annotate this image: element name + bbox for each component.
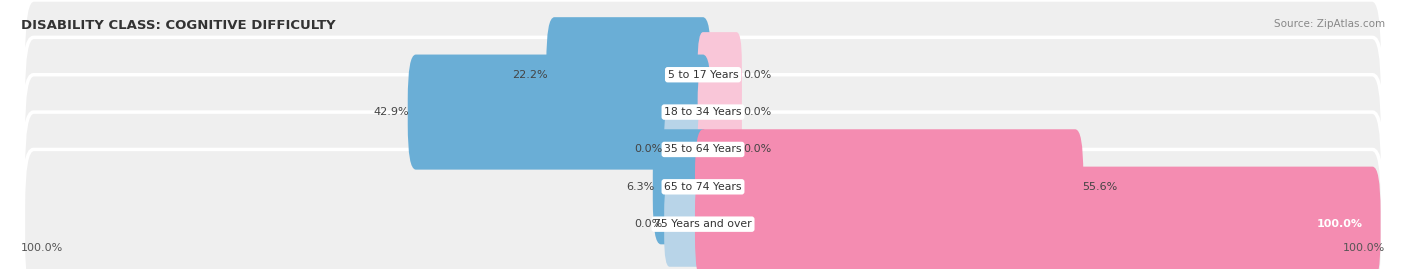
FancyBboxPatch shape [664,107,709,192]
Text: 5 to 17 Years: 5 to 17 Years [668,70,738,80]
Text: 0.0%: 0.0% [634,219,662,229]
Text: 55.6%: 55.6% [1083,182,1118,192]
FancyBboxPatch shape [547,17,711,132]
Text: 6.3%: 6.3% [626,182,654,192]
FancyBboxPatch shape [695,129,1083,244]
FancyBboxPatch shape [24,0,1382,150]
FancyBboxPatch shape [697,69,742,155]
Text: 0.0%: 0.0% [744,107,772,117]
FancyBboxPatch shape [652,129,711,244]
Text: 22.2%: 22.2% [512,70,548,80]
Text: 75 Years and over: 75 Years and over [654,219,752,229]
Text: 65 to 74 Years: 65 to 74 Years [664,182,742,192]
Text: 100.0%: 100.0% [1343,243,1385,253]
Text: 0.0%: 0.0% [744,70,772,80]
Text: 0.0%: 0.0% [744,144,772,154]
FancyBboxPatch shape [24,150,1382,269]
FancyBboxPatch shape [695,167,1381,269]
Text: 18 to 34 Years: 18 to 34 Years [664,107,742,117]
Text: 100.0%: 100.0% [1316,219,1362,229]
FancyBboxPatch shape [24,75,1382,224]
FancyBboxPatch shape [24,37,1382,187]
Text: 42.9%: 42.9% [374,107,409,117]
FancyBboxPatch shape [408,55,711,170]
FancyBboxPatch shape [697,107,742,192]
Text: DISABILITY CLASS: COGNITIVE DIFFICULTY: DISABILITY CLASS: COGNITIVE DIFFICULTY [21,19,336,32]
FancyBboxPatch shape [697,32,742,117]
Text: Source: ZipAtlas.com: Source: ZipAtlas.com [1274,19,1385,29]
FancyBboxPatch shape [24,112,1382,261]
Text: 100.0%: 100.0% [21,243,63,253]
Text: 0.0%: 0.0% [634,144,662,154]
FancyBboxPatch shape [664,182,709,267]
Text: 35 to 64 Years: 35 to 64 Years [664,144,742,154]
